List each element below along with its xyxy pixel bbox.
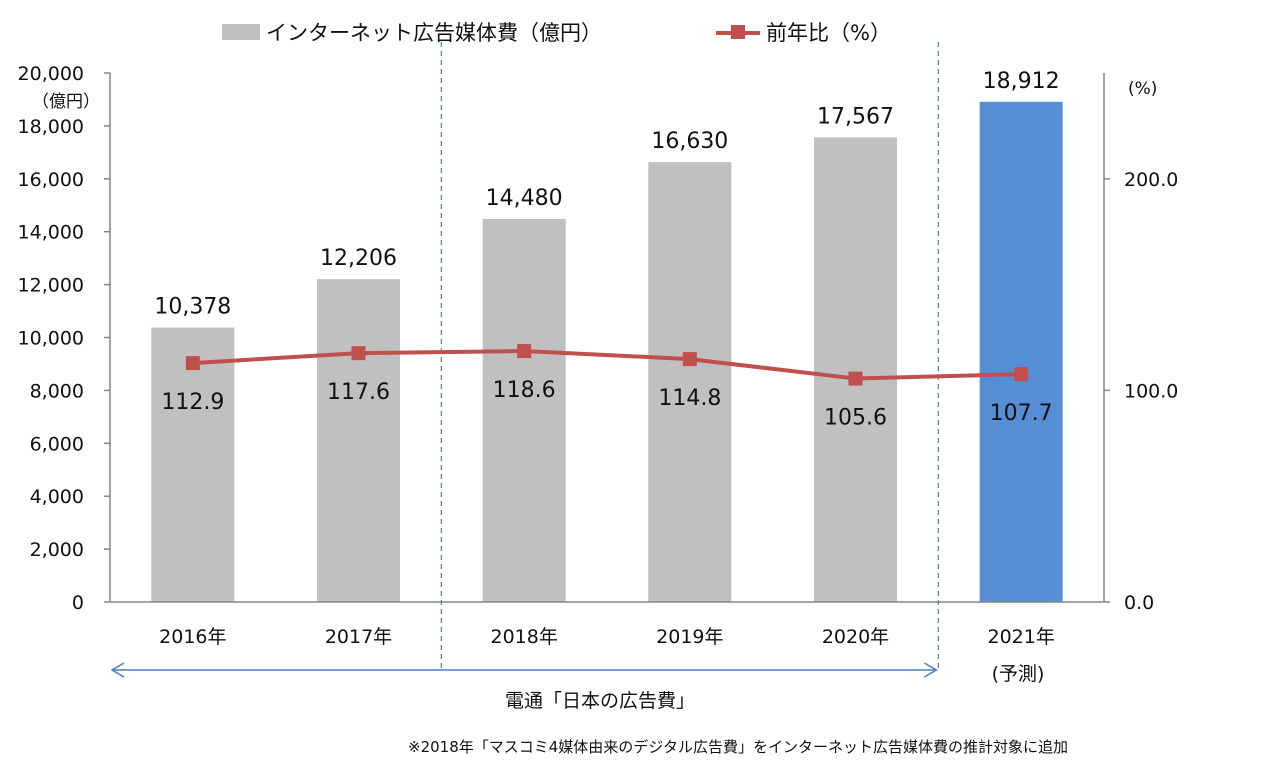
bar-value-label: 16,630 — [651, 129, 728, 154]
yoy-value-label: 107.7 — [990, 401, 1053, 426]
bar-value-label: 17,567 — [817, 104, 894, 129]
bar — [151, 327, 235, 602]
legend-line-swatch — [716, 24, 760, 40]
bar-value-label: 18,912 — [983, 69, 1060, 94]
yoy-marker — [517, 344, 532, 359]
bar-value-label: 12,206 — [320, 246, 397, 271]
x-tick-label: 2020年 — [822, 626, 889, 648]
y-left-tick-label: 10,000 — [18, 328, 84, 350]
legend-line-label: 前年比（%） — [766, 21, 891, 45]
x-tick-label: 2017年 — [325, 626, 392, 648]
bar — [979, 101, 1063, 603]
x-tick-label: 2019年 — [656, 626, 723, 648]
y-left-tick-label: 14,000 — [18, 222, 84, 244]
forecast-note: (予測) — [991, 663, 1045, 685]
yoy-line — [192, 349, 1022, 381]
legend-bar-swatch — [222, 24, 260, 40]
y-left-tick-label: 6,000 — [30, 433, 84, 455]
legend-line: 前年比（%） — [716, 18, 891, 46]
y-left-tick-label: 2,000 — [30, 539, 84, 561]
y-left-tick-label: 20,000 — [18, 63, 84, 85]
y-left-tick-label: 0 — [72, 592, 84, 614]
y-right-tick-label: 100.0 — [1124, 380, 1178, 402]
x-tick-label: 2021年 — [987, 626, 1054, 648]
yoy-marker — [351, 346, 366, 361]
y-left-tick-label: 4,000 — [30, 486, 84, 508]
source-label: 電通「日本の広告費」 — [504, 690, 695, 712]
y-right-unit-label: (%) — [1128, 79, 1157, 99]
bar — [317, 279, 400, 602]
bar — [648, 162, 732, 602]
legend-bar: インターネット広告媒体費（億円） — [222, 18, 602, 46]
y-left-tick-label: 8,000 — [30, 380, 84, 402]
y-right-tick-label: 200.0 — [1124, 169, 1178, 191]
y-left-unit-label: （億円） — [32, 92, 100, 112]
y-right-tick-label: 0.0 — [1124, 592, 1154, 614]
legend-bar-label: インターネット広告媒体費（億円） — [266, 21, 602, 45]
yoy-marker — [1014, 367, 1029, 382]
arrow-head-right — [923, 662, 938, 678]
bar — [814, 137, 897, 602]
yoy-value-label: 105.6 — [824, 406, 887, 431]
y-left-tick-label: 18,000 — [18, 116, 84, 138]
yoy-marker — [185, 356, 200, 371]
x-tick-label: 2018年 — [490, 626, 557, 648]
bar — [482, 219, 566, 602]
yoy-marker — [848, 371, 863, 386]
bar-value-label: 14,480 — [486, 186, 563, 211]
yoy-value-label: 112.9 — [161, 390, 224, 415]
yoy-value-label: 118.6 — [493, 378, 556, 403]
yoy-value-label: 114.8 — [658, 386, 721, 411]
footnote: ※2018年「マスコミ4媒体由来のデジタル広告費」をインターネット広告媒体費の推… — [408, 738, 1068, 756]
yoy-marker — [682, 352, 697, 367]
yoy-value-label: 117.6 — [327, 380, 390, 405]
y-left-tick-label: 12,000 — [18, 275, 84, 297]
bar-value-label: 10,378 — [154, 295, 231, 320]
arrow-head-left — [110, 662, 125, 678]
x-tick-label: 2016年 — [159, 626, 226, 648]
y-left-tick-label: 16,000 — [18, 169, 84, 191]
